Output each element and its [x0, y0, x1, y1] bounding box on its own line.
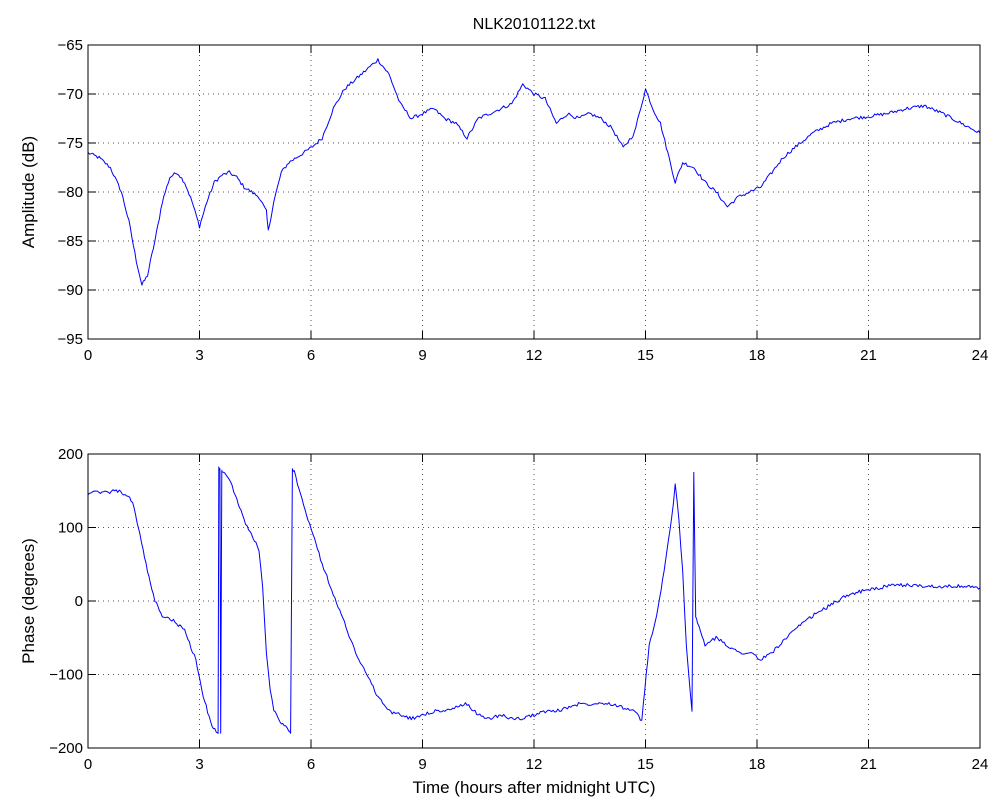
phase-x-tick-label: 3 — [195, 756, 203, 773]
phase-y-tick-label: 200 — [58, 446, 83, 463]
phase-x-tick-label: 6 — [307, 756, 315, 773]
amplitude-y-tick-label: −85 — [58, 233, 83, 250]
phase-chart: 0 3 6 9 12 15 18 21 24 −200 −100 0 100 200 Phase (degr… — [19, 446, 988, 797]
phase-x-tick-label: 21 — [860, 756, 877, 773]
amplitude-x-tick-label: 12 — [526, 347, 543, 364]
amplitude-x-tick-label: 24 — [972, 347, 989, 364]
amplitude-y-tick-label: −70 — [58, 86, 83, 103]
phase-x-tick-label: 24 — [972, 756, 989, 773]
amplitude-x-tick-label: 0 — [84, 347, 92, 364]
phase-x-tick-label: 9 — [418, 756, 426, 773]
phase-series-line — [87, 466, 981, 734]
phase-x-tick-label: 15 — [637, 756, 654, 773]
phase-x-tick-label: 12 — [526, 756, 543, 773]
amplitude-x-tick-label: 18 — [749, 347, 766, 364]
phase-y-tick-label: −100 — [49, 667, 83, 684]
amplitude-y-tick-label: −95 — [58, 331, 83, 348]
phase-axis-label: Phase (degrees) — [19, 538, 38, 664]
amplitude-x-tick-label: 6 — [307, 347, 315, 364]
amplitude-y-tick-label: −80 — [58, 184, 83, 201]
phase-y-tick-label: 100 — [58, 520, 83, 537]
phase-x-tick-label: 18 — [749, 756, 766, 773]
amplitude-y-tick-label: −90 — [58, 282, 83, 299]
time-axis-label: Time (hours after midnight UTC) — [412, 778, 655, 797]
phase-x-tick-label: 0 — [84, 756, 92, 773]
amplitude-chart: 0 3 6 9 12 15 18 21 24 −95 −90 −85 −80 −75 −70 −65 NLK20… — [19, 16, 988, 364]
phase-y-tick-label: −200 — [49, 740, 83, 757]
phase-y-tick-label: 0 — [75, 593, 83, 610]
amplitude-x-tick-label: 21 — [860, 347, 877, 364]
amplitude-axis-label: Amplitude (dB) — [19, 136, 38, 248]
amplitude-x-tick-label: 15 — [637, 347, 654, 364]
chart-title: NLK20101122.txt — [473, 16, 596, 33]
amplitude-series-line — [87, 58, 981, 286]
amplitude-y-tick-label: −65 — [58, 37, 83, 54]
amplitude-x-tick-label: 3 — [195, 347, 203, 364]
amplitude-x-tick-label: 9 — [418, 347, 426, 364]
amplitude-y-tick-label: −75 — [58, 135, 83, 152]
